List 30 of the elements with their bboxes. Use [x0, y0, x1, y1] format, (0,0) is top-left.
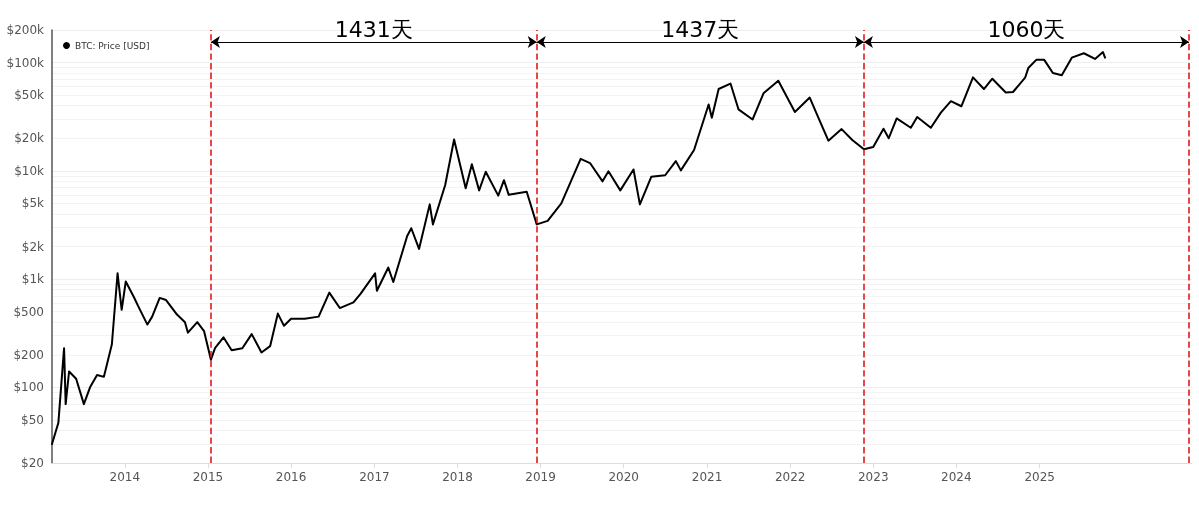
x-tick-label: 2024: [941, 470, 972, 484]
x-tick-label: 2025: [1024, 470, 1055, 484]
x-tick-label: 2016: [275, 470, 307, 484]
y-tick-label: $50k: [14, 88, 45, 103]
y-tick-label: $1k: [21, 272, 45, 287]
annotation: 1437天: [661, 16, 740, 42]
legend-label: BTC: Price [USD]: [75, 40, 150, 51]
y-tick-label: $20k: [14, 131, 45, 146]
x-tick-label: 2021: [691, 470, 723, 484]
x-tick-label: 2020: [608, 470, 639, 484]
y-tick-label: $500: [13, 304, 44, 319]
x-tick-label: 2018: [442, 470, 473, 484]
x-tick-label: 2014: [109, 470, 141, 484]
y-tick-label: $5k: [21, 196, 45, 211]
x-tick-label: 2022: [774, 470, 806, 484]
x-tick-label: 2017: [359, 470, 390, 484]
y-tick-label: $200k: [6, 23, 45, 37]
annotation: 1060天: [987, 16, 1066, 42]
x-tick-label: 2015: [192, 470, 224, 484]
y-tick-label: $2k: [21, 239, 45, 254]
y-tick-label: $100: [13, 380, 44, 395]
y-tick-label: $200: [13, 347, 44, 362]
x-tick-label: 2019: [525, 470, 556, 484]
x-tick-label: 2023: [857, 470, 889, 484]
annotation: 1431天: [334, 16, 413, 42]
y-tick-label: $10k: [14, 163, 45, 178]
y-tick-label: $100k: [6, 55, 45, 70]
y-tick-label: $50: [21, 412, 44, 427]
line-series: [51, 51, 1107, 445]
y-tick-label: $20: [21, 456, 44, 470]
